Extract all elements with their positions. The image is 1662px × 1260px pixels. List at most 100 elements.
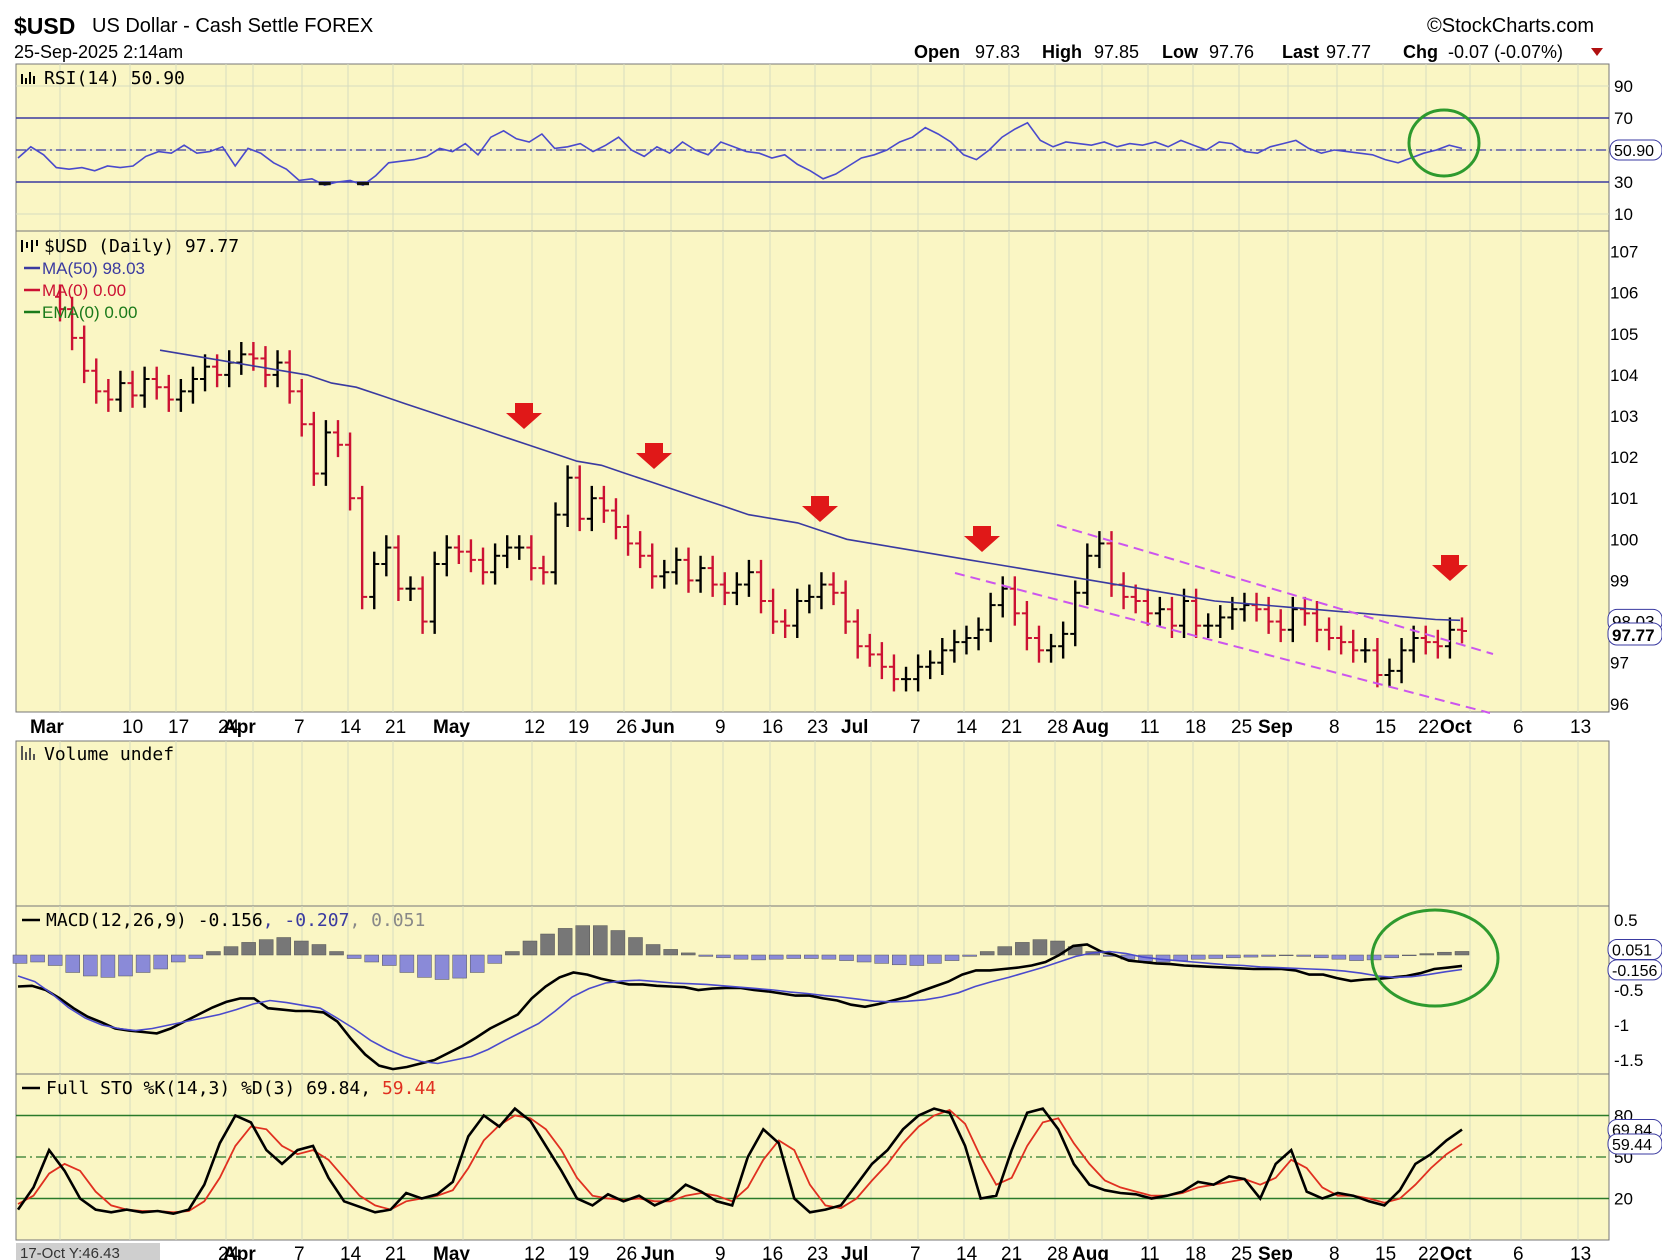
macd-histogram-bar [733,954,749,960]
macd-histogram-bar [540,933,555,956]
macd-histogram-bar [645,944,661,956]
macd-histogram-bar [593,925,608,956]
macd-histogram-bar [1226,954,1241,959]
x-tick-label: 10 [122,717,143,738]
macd-histogram-bar [65,954,81,973]
macd-histogram-bar [786,954,802,959]
x-tick-label-bottom: 15 [1375,1244,1396,1260]
x-tick-label: 15 [1375,717,1396,738]
channel-upper-line [1056,524,1494,655]
x-tick-label: 21 [1001,717,1022,738]
x-tick-label: 12 [524,717,545,738]
macd-histogram-bar [610,930,626,956]
x-tick-label: Aug [1072,717,1109,738]
macd-histogram-bar [417,954,432,978]
rsi-tick-label: 30 [1614,173,1633,192]
x-tick-label-bottom: 7 [294,1244,305,1260]
x-tick-label: Sep [1258,717,1293,738]
x-tick-label: 9 [715,717,726,738]
cursor-readout-bg [16,1243,160,1260]
price-tick-label: 103 [1610,407,1638,426]
macd-histogram-bar [1296,954,1311,957]
macd-green-circle [1370,908,1500,1008]
panel-bg-2 [15,740,1610,907]
macd-histogram-bar [135,954,151,973]
macd-signal-line [17,950,1463,1065]
price-tick-label: 106 [1610,284,1638,303]
macd-histogram-bar [962,954,977,957]
macd-histogram-bar [821,954,837,960]
brand-label[interactable]: ©StockCharts.com [1427,15,1594,37]
x-tick-label: 26 [616,717,637,738]
x-tick-label-bottom: 26 [616,1244,637,1260]
price-tick-label: 105 [1610,325,1638,344]
macd-histogram-bar [1437,951,1452,956]
x-tick-label-bottom: 14 [956,1244,978,1260]
macd-histogram-bar [83,954,98,977]
macd-histogram-bar [1314,954,1329,959]
x-tick-label-bottom: 16 [762,1244,783,1260]
chg-value: -0.07 (-0.07%) [1448,42,1563,62]
x-tick-label: 17 [168,717,189,738]
macd-histogram-bar [434,954,450,980]
price-tick-label: 107 [1610,243,1638,262]
macd-histogram-bar [768,954,784,960]
x-tick-label: 18 [1185,717,1206,738]
x-tick-label: 24 [218,717,240,738]
rsi-oversold-fill [357,182,370,186]
macd-histogram-bar [100,954,116,978]
x-tick-label-bottom: 6 [1513,1244,1524,1260]
x-tick-label-bottom: 22 [1418,1244,1439,1260]
legend-2: EMA(0) 0.00 [42,303,137,322]
macd-histogram-bar [1261,954,1276,957]
macd-histogram-bar [1190,954,1206,960]
macd-histogram-bar [1349,954,1364,961]
macd-histogram-bar [944,954,960,961]
macd-tick-label: -0.5 [1614,981,1643,1000]
macd-histogram-bar [1384,954,1399,959]
macd-tag [1607,959,1662,981]
price-title: $USD (Daily) 97.77 [44,236,239,257]
x-tick-label: 11 [1140,717,1160,738]
x-tick-label: 8 [1329,717,1340,738]
x-tick-label-bottom: Jun [641,1244,675,1260]
x-tick-label-bottom: 28 [1047,1244,1068,1260]
price-tick-label: 100 [1610,530,1638,549]
sto-title-part: 59.44 [382,1078,436,1099]
x-tick-label-bottom: 11 [1140,1244,1160,1260]
rsi-tick-label: 10 [1614,205,1633,224]
macd-histogram-bar [505,951,520,956]
price-tick-label: 101 [1610,489,1638,508]
sto-tag [1607,1133,1662,1155]
down-triangle-icon [1591,48,1603,56]
macd-histogram-bar [1032,939,1048,956]
volume-icon [21,746,35,760]
red-down-arrow-icon [1432,555,1468,581]
x-tick-label: 28 [1047,717,1068,738]
red-down-arrow-icon [636,443,672,469]
sto-title-part: Full STO %K(14,3) %D(3) 69.84, [46,1078,382,1099]
macd-histogram-bar [839,954,854,961]
x-tick-label-bottom: 24 [218,1244,240,1260]
macd-histogram-bar [346,954,362,959]
macd-histogram-bar [469,954,485,973]
datetime-label: 25-Sep-2025 2:14am [14,42,183,62]
macd-title-part: MACD(12,26,9) -0.156 [46,910,263,931]
price-tag-value: 97.77 [1612,626,1655,645]
sto-k-line [16,1106,1463,1216]
macd-histogram-bar [522,940,538,956]
x-tick-label-bottom: 21 [1001,1244,1022,1260]
x-tick-label: 22 [1418,717,1439,738]
legend-1: MA(0) 0.00 [42,281,126,300]
rsi-last-value: 50.90 [1614,143,1654,160]
x-tick-label-bottom: Jul [841,1244,868,1260]
x-tick-label: Jul [841,717,868,738]
x-tick-label-bottom: 25 [1231,1244,1252,1260]
chg-label: Chg [1403,42,1438,62]
cursor-readout: 17-Oct Y:46.43 [20,1245,120,1260]
low-value: 97.76 [1209,42,1254,62]
instrument-name: US Dollar - Cash Settle FOREX [92,15,373,37]
price-tick-label: 102 [1610,448,1638,467]
x-tick-label-bottom: Apr [223,1244,256,1260]
